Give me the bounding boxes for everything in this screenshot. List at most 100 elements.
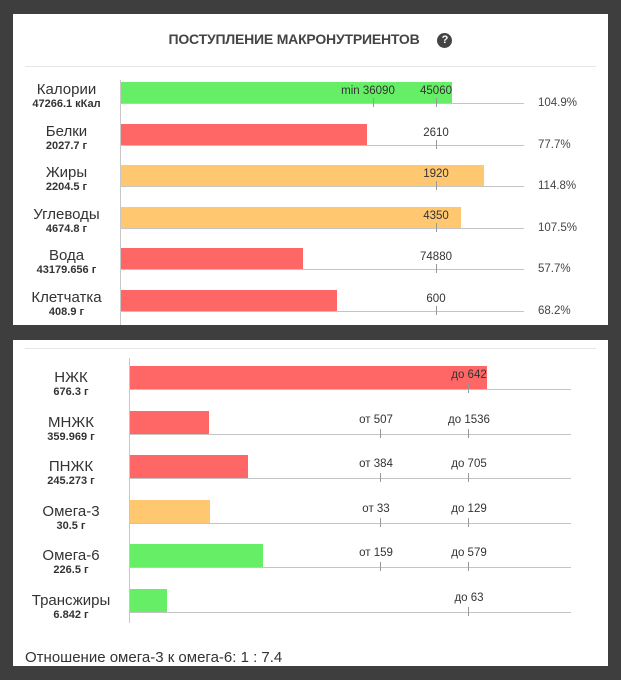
fat-label: Омега-3 30.5 г	[13, 503, 129, 533]
nutrient-row: Белки 2027.7 г 2610 77.7%	[13, 122, 608, 162]
fat-name: Трансжиры	[31, 591, 111, 609]
fat-label: МНЖК 359.969 г	[13, 414, 129, 444]
nutrient-row: Углеводы 4674.8 г 4350 107.5%	[13, 205, 608, 245]
fat-value: 30.5 г	[56, 519, 86, 532]
nutrient-label: Клетчатка 408.9 г	[13, 289, 120, 319]
baseline	[121, 227, 524, 229]
to-tick	[468, 562, 469, 571]
nutrient-name: Жиры	[45, 164, 88, 181]
nutrient-bar	[121, 123, 367, 145]
nutrient-name: Калории	[36, 81, 97, 98]
nutrient-name: Углеводы	[33, 205, 100, 223]
fat-value: 226.5 г	[53, 564, 89, 576]
norm-tick	[436, 305, 437, 315]
norm-tick	[436, 222, 437, 232]
from-label: от 384	[359, 458, 393, 470]
panel-header: ПОСТУПЛЕНИЕ МАКРОНУТРИЕНТОВ?	[25, 14, 596, 67]
fat-name: Омега-6	[42, 547, 100, 564]
nutrient-bar	[121, 165, 484, 186]
fat-name: НЖК	[54, 369, 88, 386]
to-tick	[468, 473, 469, 482]
percent-label: 77.7%	[538, 138, 571, 151]
fat-label: НЖК 676.3 г	[13, 369, 129, 399]
min-label: min 36090	[341, 85, 395, 97]
fat-row: Омега-6 226.5 г до 579 от 159	[13, 543, 608, 583]
baseline	[130, 389, 571, 390]
nutrient-name: Вода	[48, 247, 85, 264]
to-label: до 705	[451, 458, 487, 470]
from-label: от 507	[359, 413, 393, 426]
fat-value: 359.969 г	[47, 430, 95, 443]
panel-divider	[25, 348, 596, 349]
nutrient-value: 2027.7 г	[45, 139, 88, 152]
percent-label: 107.5%	[538, 221, 578, 234]
nutrient-label: Жиры 2204.5 г	[13, 164, 120, 194]
fat-row: Трансжиры 6.842 г до 63	[13, 588, 608, 628]
baseline	[130, 478, 571, 479]
fat-label: Омега-6 226.5 г	[13, 547, 129, 577]
fat-label: Трансжиры 6.842 г	[13, 592, 129, 622]
baseline	[130, 567, 571, 568]
to-label: до 129	[451, 502, 487, 515]
norm-label: 1920	[423, 168, 449, 180]
from-tick	[380, 428, 381, 438]
nutrient-label: Вода 43179.656 г	[13, 247, 120, 277]
percent-label: 68.2%	[538, 304, 571, 317]
min-tick	[373, 98, 374, 107]
to-tick	[468, 384, 469, 393]
baseline	[121, 310, 524, 312]
nutrient-row: Калории 47266.1 кКал 45060 min 36090 104.9%	[13, 80, 608, 120]
fat-label: ПНЖК 245.273 г	[13, 458, 129, 488]
fat-name: Омега-3	[42, 502, 100, 520]
nutrient-row: Вода 43179.656 г 74880 57.7%	[13, 246, 608, 286]
nutrient-label: Калории 47266.1 кКал	[13, 81, 120, 111]
norm-label: 74880	[420, 251, 452, 263]
fat-bar	[130, 455, 248, 478]
nutrient-value: 47266.1 кКал	[32, 98, 101, 110]
norm-tick	[436, 139, 437, 149]
fat-row: МНЖК 359.969 г до 1536 от 507	[13, 410, 608, 450]
baseline	[121, 269, 524, 270]
norm-tick	[436, 264, 437, 273]
nutrient-label: Белки 2027.7 г	[13, 123, 120, 153]
nutrient-bar	[121, 206, 461, 228]
fat-value: 6.842 г	[53, 608, 89, 621]
nutrient-row: Жиры 2204.5 г 1920 114.8%	[13, 163, 608, 203]
nutrient-name: Клетчатка	[31, 288, 102, 306]
fat-row: ПНЖК 245.273 г до 705 от 384	[13, 454, 608, 494]
norm-label: 600	[426, 292, 446, 305]
fat-bar	[130, 366, 487, 389]
norm-label: 4350	[423, 209, 449, 222]
nutrient-value: 43179.656 г	[36, 264, 97, 276]
fat-row: Омега-3 30.5 г до 129 от 33	[13, 499, 608, 539]
baseline	[121, 103, 524, 104]
nutrient-label: Углеводы 4674.8 г	[13, 206, 120, 236]
percent-label: 104.9%	[538, 97, 578, 109]
percent-label: 114.8%	[538, 180, 577, 192]
nutrient-row: Клетчатка 408.9 г 600 68.2%	[13, 288, 608, 328]
nutrient-value: 2204.5 г	[45, 181, 88, 193]
fat-name: МНЖК	[48, 413, 94, 431]
axis-line	[120, 80, 121, 325]
baseline	[130, 611, 571, 613]
nutrient-value: 4674.8 г	[45, 222, 88, 235]
omega-ratio: Отношение омега-3 к омега-6: 1 : 7.4	[25, 649, 283, 666]
norm-label: 45060	[420, 85, 452, 97]
from-tick	[380, 473, 381, 482]
nutrient-bar	[121, 248, 303, 269]
fat-bar	[130, 588, 167, 612]
macronutrients-panel: ПОСТУПЛЕНИЕ МАКРОНУТРИЕНТОВ? Калории 4726…	[13, 14, 608, 325]
to-label: до 63	[454, 591, 484, 604]
from-tick	[380, 562, 381, 571]
panel-title: ПОСТУПЛЕНИЕ МАКРОНУТРИЕНТОВ	[168, 31, 420, 47]
baseline	[130, 522, 571, 524]
to-label: до 642	[451, 369, 487, 381]
norm-tick	[436, 181, 437, 190]
fat-value: 245.273 г	[47, 475, 95, 487]
to-label: до 579	[451, 547, 487, 559]
nutrient-bar	[121, 289, 337, 311]
question-circle-icon[interactable]: ?	[437, 33, 453, 48]
nutrient-value: 408.9 г	[48, 305, 85, 318]
to-tick	[468, 606, 469, 616]
nutrient-bar	[121, 82, 452, 103]
